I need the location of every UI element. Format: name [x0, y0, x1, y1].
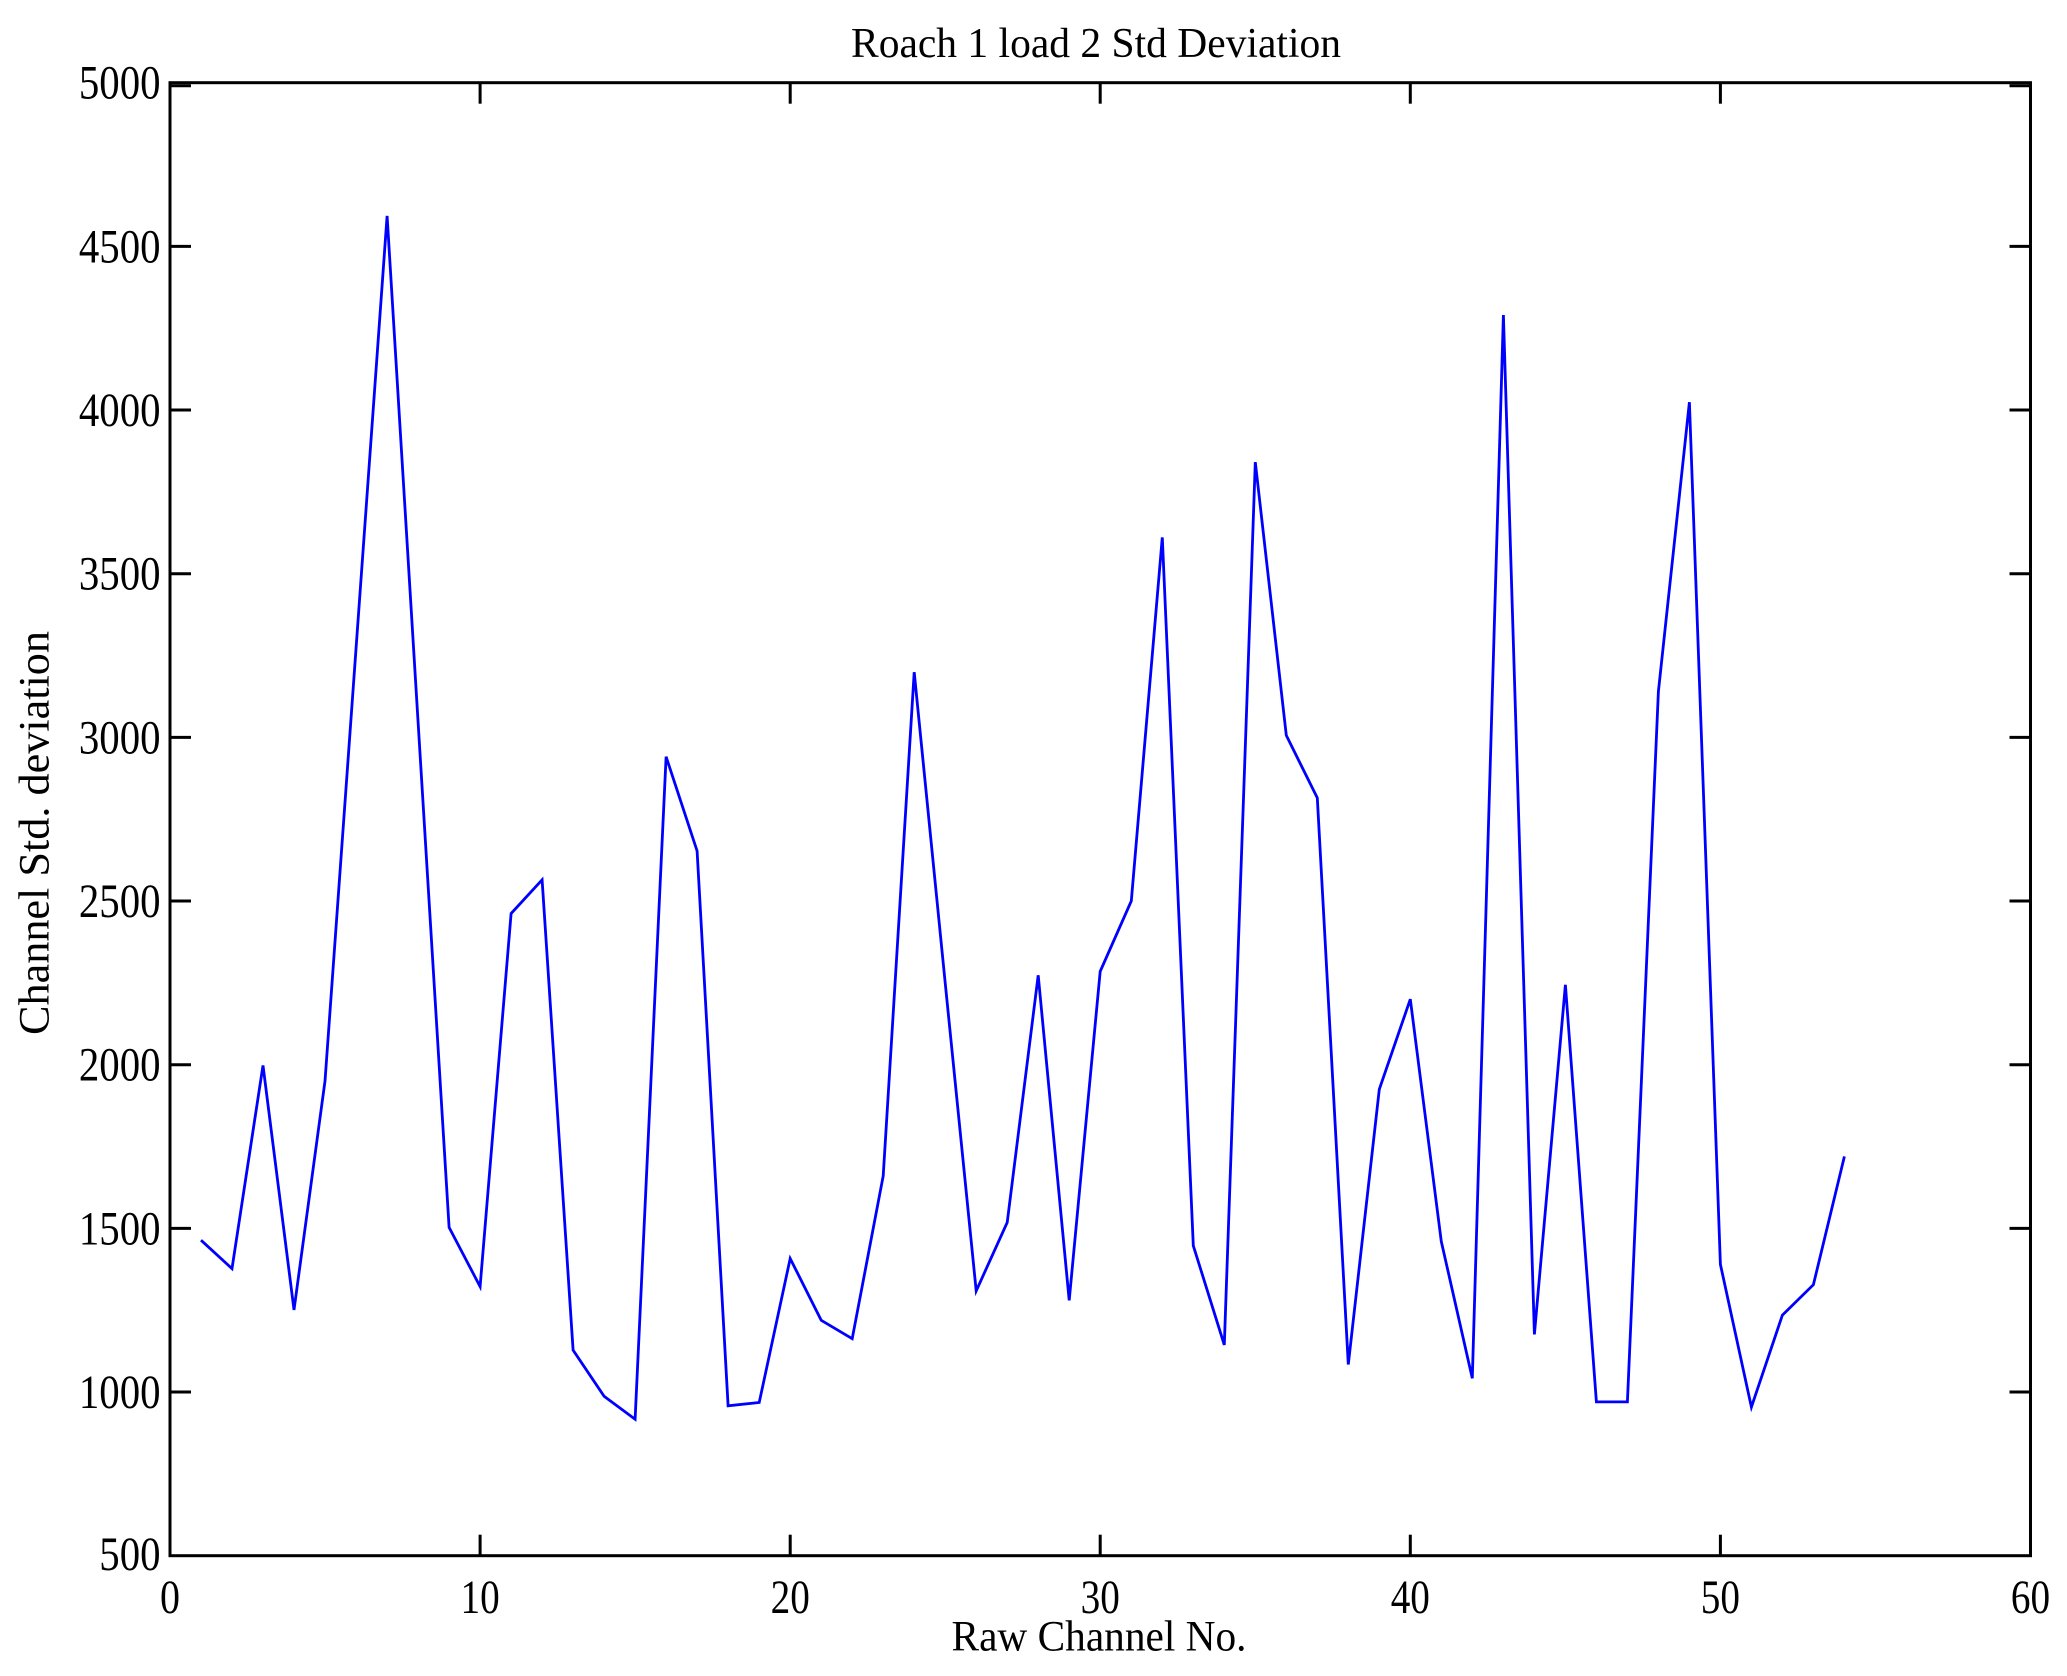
svg-text:30: 30	[1081, 1571, 1120, 1624]
svg-text:40: 40	[1391, 1571, 1430, 1624]
svg-text:2000: 2000	[79, 1039, 161, 1092]
svg-text:10: 10	[461, 1571, 500, 1624]
svg-text:Raw Channel No.: Raw Channel No.	[952, 1614, 1247, 1661]
svg-text:1500: 1500	[79, 1202, 161, 1255]
svg-text:2500: 2500	[79, 875, 161, 928]
svg-text:1000: 1000	[79, 1366, 161, 1419]
svg-text:0: 0	[160, 1571, 180, 1624]
svg-text:Channel Std. deviation: Channel Std. deviation	[12, 631, 59, 1035]
svg-text:5000: 5000	[79, 57, 161, 110]
svg-text:500: 500	[99, 1528, 160, 1581]
svg-text:3000: 3000	[79, 711, 161, 764]
svg-text:4000: 4000	[79, 384, 161, 437]
svg-text:Roach 1 load 2 Std Deviation: Roach 1 load 2 Std Deviation	[851, 21, 1341, 67]
svg-text:4500: 4500	[79, 220, 161, 273]
svg-text:60: 60	[2011, 1571, 2050, 1624]
svg-text:20: 20	[771, 1571, 810, 1624]
svg-text:3500: 3500	[79, 548, 161, 601]
svg-text:50: 50	[1701, 1571, 1740, 1624]
